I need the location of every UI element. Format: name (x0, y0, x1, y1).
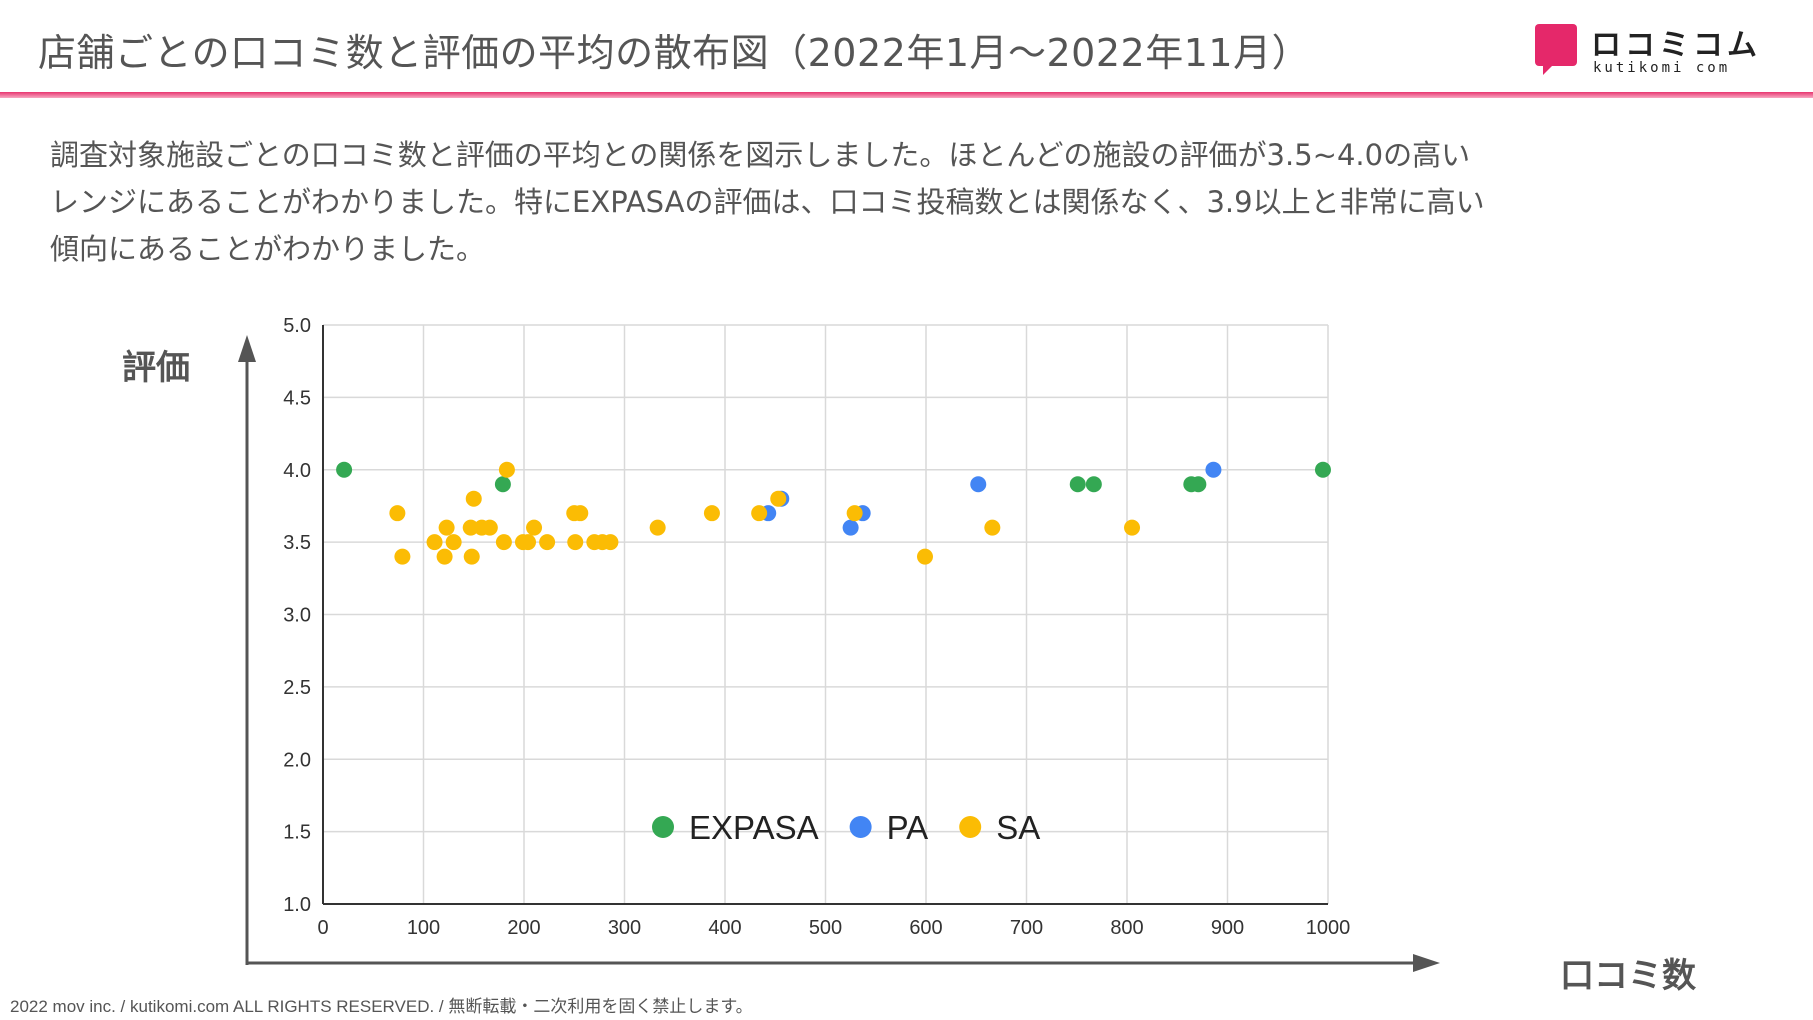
chart-axis-arrows (238, 335, 1440, 972)
point-sa (389, 505, 406, 522)
point-expasa (1190, 476, 1207, 493)
point-sa (1124, 519, 1141, 536)
legend-marker-pa (849, 816, 872, 838)
logo[interactable]: ロコミコム kutikomi com (1535, 20, 1775, 80)
header: 店舗ごとの口コミ数と評価の平均の散布図（2022年1月〜2022年11月） ロコ… (0, 0, 1813, 92)
x-tick-label: 800 (1110, 917, 1143, 939)
y-tick-label: 1.0 (283, 894, 311, 916)
x-tick-label: 700 (1010, 917, 1043, 939)
description-line-3: 傾向にあることがわかりました。 (50, 232, 486, 266)
legend-marker-sa (959, 816, 982, 838)
legend-label-sa: SA (996, 809, 1040, 846)
legend-label-expasa: EXPASA (689, 809, 819, 846)
point-sa (495, 534, 512, 551)
x-arrow-head-icon (1413, 954, 1440, 972)
x-tick-label: 200 (507, 917, 540, 939)
x-tick-label: 600 (909, 917, 942, 939)
y-tick-label: 1.5 (283, 822, 311, 844)
point-sa (846, 505, 863, 522)
y-tick-label: 2.0 (283, 749, 311, 771)
y-tick-label: 2.5 (283, 677, 311, 699)
point-sa (426, 534, 443, 551)
x-tick-label: 1000 (1306, 917, 1351, 939)
point-sa (438, 519, 455, 536)
point-sa (498, 461, 515, 478)
x-tick-label: 400 (708, 917, 741, 939)
logo-speech-bubble-icon (1535, 24, 1577, 75)
point-sa (436, 548, 453, 565)
point-sa (539, 534, 556, 551)
legend-label-pa: PA (887, 809, 929, 846)
point-sa (572, 505, 589, 522)
point-sa (463, 548, 480, 565)
y-tick-label: 4.5 (283, 387, 311, 409)
legend-marker-expasa (652, 816, 674, 838)
y-tick-label: 3.5 (283, 532, 311, 554)
description-line-2: レンジにあることがわかりました。特にEXPASAの評価は、口コミ投稿数とは関係な… (50, 185, 1485, 219)
x-tick-label: 300 (608, 917, 641, 939)
logo-name: ロコミコム (1591, 28, 1761, 63)
y-axis-title: 評価 (122, 348, 190, 388)
point-sa (751, 505, 768, 522)
point-sa (703, 505, 720, 522)
point-sa (526, 519, 543, 536)
point-sa (916, 548, 933, 565)
point-sa (462, 519, 479, 536)
description: 調査対象施設ごとの口コミ数と評価の平均との関係を図示しました。ほとんどの施設の評… (50, 132, 1770, 273)
point-pa (1205, 461, 1222, 478)
point-sa (770, 490, 787, 507)
y-tick-label: 4.0 (283, 460, 311, 482)
point-sa (602, 534, 619, 551)
point-expasa (1069, 476, 1086, 493)
footer-copyright: 2022 mov inc. / kutikomi.com ALL RIGHTS … (10, 997, 753, 1016)
description-line-1: 調査対象施設ごとの口コミ数と評価の平均との関係を図示しました。ほとんどの施設の評… (50, 138, 1471, 172)
point-pa (970, 476, 987, 493)
point-pa (842, 519, 859, 536)
y-arrow-head-icon (238, 335, 256, 362)
point-sa (984, 519, 1001, 536)
point-expasa (336, 461, 353, 478)
y-tick-label: 5.0 (283, 315, 311, 337)
chart-legend: EXPASA PA SA (652, 809, 1040, 846)
point-sa (445, 534, 462, 551)
point-expasa (1085, 476, 1102, 493)
x-tick-label: 0 (317, 917, 328, 939)
x-axis-title: 口コミ数 (1560, 956, 1696, 996)
chart-points (336, 461, 1331, 565)
x-tick-label: 900 (1211, 917, 1244, 939)
y-tick-label: 3.0 (283, 605, 311, 627)
page-title: 店舗ごとの口コミ数と評価の平均の散布図（2022年1月〜2022年11月） (38, 31, 1311, 75)
x-tick-label: 100 (407, 917, 440, 939)
point-sa (520, 534, 537, 551)
point-sa (481, 519, 498, 536)
point-sa (394, 548, 411, 565)
chart-grid (323, 324, 1329, 904)
logo-url: kutikomi com (1593, 60, 1731, 76)
point-expasa (494, 476, 511, 493)
point-expasa (1314, 461, 1331, 478)
x-tick-label: 500 (809, 917, 842, 939)
header-divider (0, 92, 1813, 98)
chart-frame (322, 325, 1328, 905)
chart-tick-labels: 0 100 200 300 400 500 600 700 800 900 1000 1.0 1.5 2.… (283, 315, 1350, 939)
point-sa (567, 534, 584, 551)
point-sa (649, 519, 666, 536)
point-sa (465, 490, 482, 507)
